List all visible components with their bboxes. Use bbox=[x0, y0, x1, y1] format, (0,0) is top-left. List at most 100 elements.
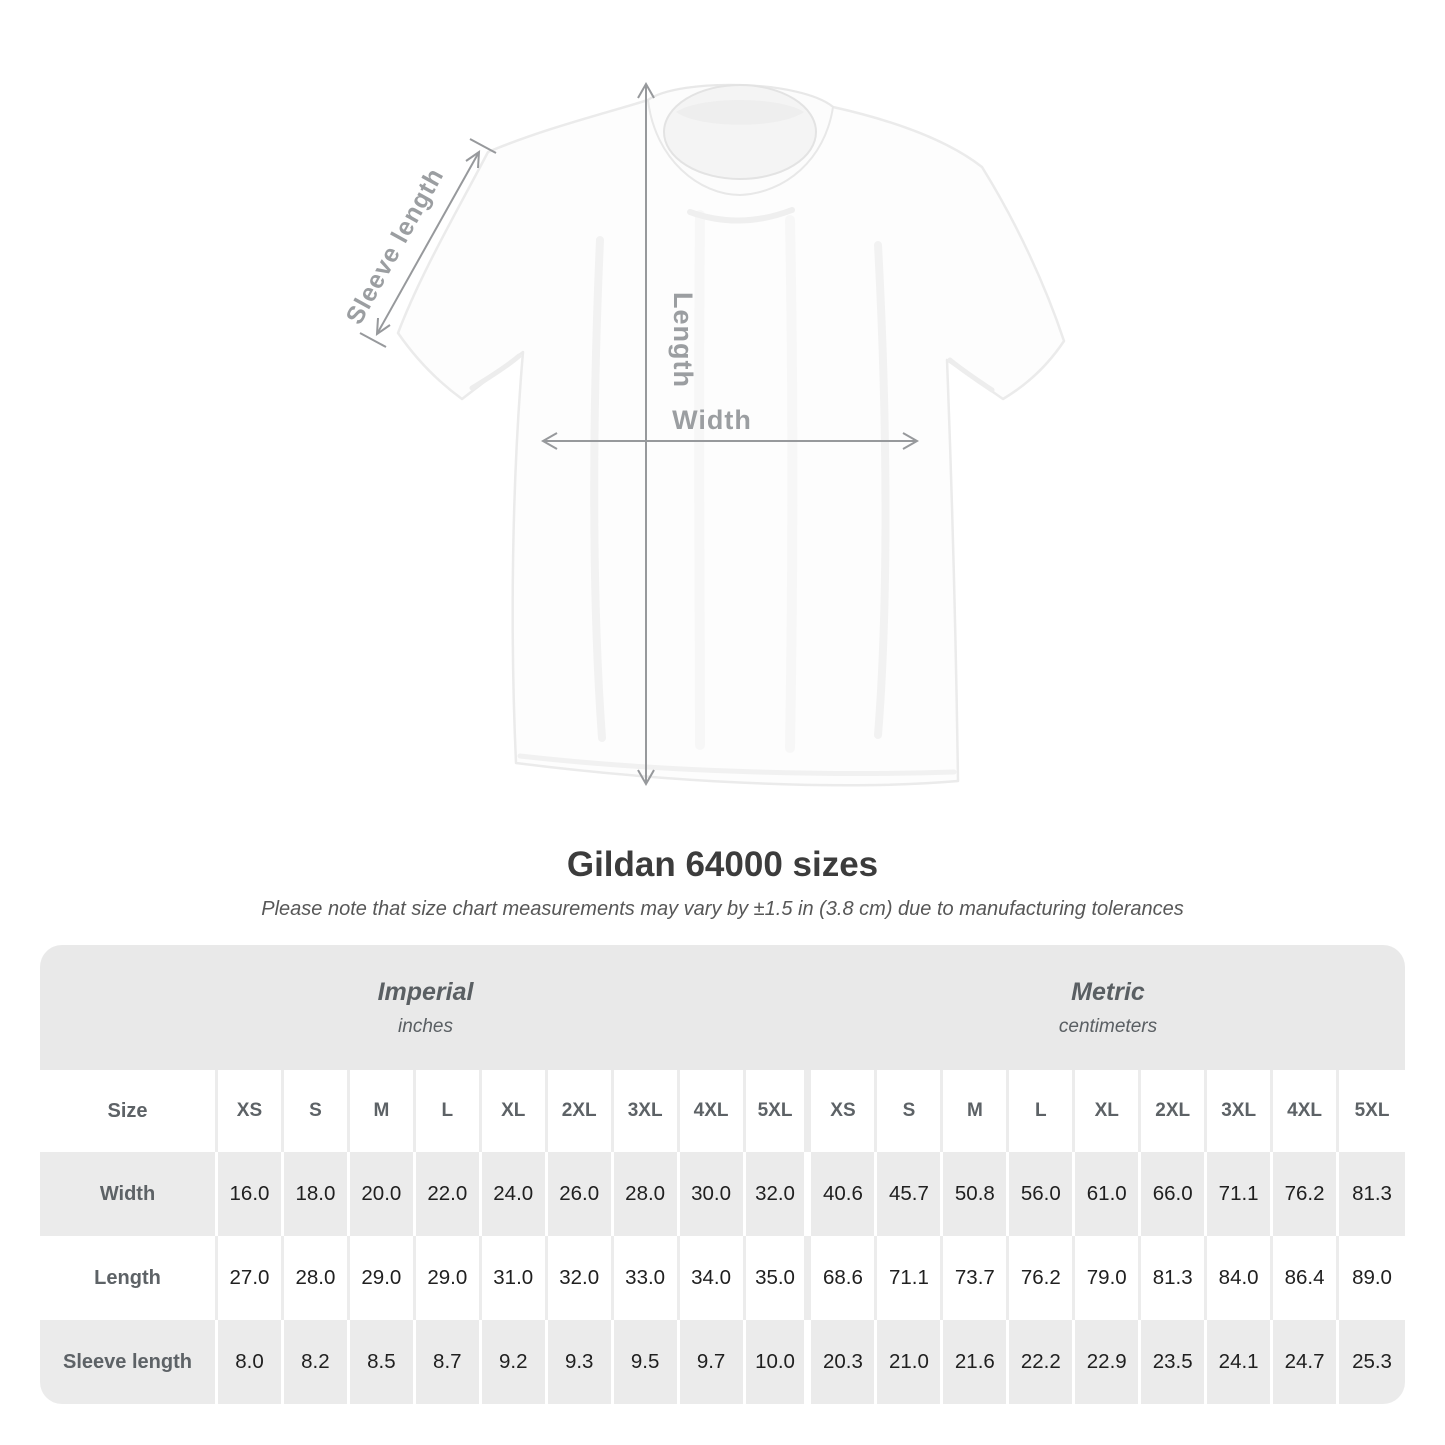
table-cell: 32.0 bbox=[547, 1236, 614, 1320]
table-cell: 32.0 bbox=[745, 1152, 812, 1236]
table-cell: 22.0 bbox=[415, 1152, 482, 1236]
table-cell: 35.0 bbox=[745, 1236, 812, 1320]
table-cell: 45.7 bbox=[877, 1152, 944, 1236]
table-cell: 89.0 bbox=[1339, 1236, 1405, 1320]
imperial-unit-label: inches bbox=[398, 1015, 453, 1037]
size-row-label: Size bbox=[40, 1070, 218, 1152]
table-cell: 23.5 bbox=[1141, 1320, 1208, 1404]
table-body: Size XS S M L XL 2XL 3XL 4XL 5XL XS S M L XL 2XL 3XL 4XL 5… bbox=[40, 1070, 1405, 1404]
table-cell: 29.0 bbox=[415, 1236, 482, 1320]
table-cell: 40.6 bbox=[811, 1152, 878, 1236]
size-col-header-imperial: 3XL bbox=[613, 1070, 680, 1152]
table-cell: 33.0 bbox=[613, 1236, 680, 1320]
size-chart-table: Imperial inches Metric centimeters Size X… bbox=[40, 945, 1405, 1404]
size-col-header-metric: S bbox=[877, 1070, 944, 1152]
table-cell: 20.0 bbox=[349, 1152, 416, 1236]
table-row: Sleeve length 8.0 8.2 8.5 8.7 9.2 9.3 9.5 9.7 10.… bbox=[40, 1320, 1405, 1404]
table-cell: 50.8 bbox=[943, 1152, 1010, 1236]
table-cell: 9.7 bbox=[679, 1320, 746, 1404]
table-cell: 86.4 bbox=[1273, 1236, 1340, 1320]
table-cell: 8.2 bbox=[283, 1320, 350, 1404]
table-row: Width 16.0 18.0 20.0 22.0 24.0 26.0 28.0 30.0 32.… bbox=[40, 1152, 1405, 1236]
table-cell: 21.0 bbox=[877, 1320, 944, 1404]
size-col-header-metric: 4XL bbox=[1273, 1070, 1340, 1152]
table-cell: 76.2 bbox=[1009, 1236, 1076, 1320]
table-cell: 31.0 bbox=[481, 1236, 548, 1320]
table-cell: 76.2 bbox=[1273, 1152, 1340, 1236]
table-cell: 81.3 bbox=[1339, 1152, 1405, 1236]
table-cell: 24.1 bbox=[1207, 1320, 1274, 1404]
size-col-header-imperial: XS bbox=[218, 1070, 284, 1152]
table-cell: 56.0 bbox=[1009, 1152, 1076, 1236]
table-cell: 24.0 bbox=[481, 1152, 548, 1236]
size-col-header-metric: L bbox=[1009, 1070, 1076, 1152]
table-cell: 34.0 bbox=[679, 1236, 746, 1320]
table-cell: 9.5 bbox=[613, 1320, 680, 1404]
table-cell: 71.1 bbox=[877, 1236, 944, 1320]
table-cell: 25.3 bbox=[1339, 1320, 1405, 1404]
tshirt-illustration bbox=[396, 83, 1066, 787]
size-col-header-imperial: 4XL bbox=[679, 1070, 746, 1152]
unit-group-metric: Metric centimeters bbox=[811, 945, 1405, 1070]
sleeve-dimension-line bbox=[359, 138, 497, 348]
table-cell: 84.0 bbox=[1207, 1236, 1274, 1320]
table-cell: 22.9 bbox=[1075, 1320, 1142, 1404]
table-cell: 28.0 bbox=[283, 1236, 350, 1320]
table-cell: 8.0 bbox=[218, 1320, 284, 1404]
row-label: Width bbox=[40, 1152, 218, 1236]
table-cell: 26.0 bbox=[547, 1152, 614, 1236]
metric-label: Metric bbox=[1071, 977, 1145, 1006]
size-col-header-imperial: S bbox=[283, 1070, 350, 1152]
unit-header-row: Imperial inches Metric centimeters bbox=[40, 945, 1405, 1070]
size-col-header-metric: 2XL bbox=[1141, 1070, 1208, 1152]
page-title: Gildan 64000 sizes bbox=[566, 845, 879, 884]
unit-group-imperial: Imperial inches bbox=[40, 945, 811, 1070]
length-label: Length bbox=[668, 292, 698, 388]
table-cell: 22.2 bbox=[1009, 1320, 1076, 1404]
table-cell: 18.0 bbox=[283, 1152, 350, 1236]
table-cell: 9.3 bbox=[547, 1320, 614, 1404]
table-cell: 68.6 bbox=[811, 1236, 878, 1320]
table-cell: 73.7 bbox=[943, 1236, 1010, 1320]
size-col-header-metric: XS bbox=[811, 1070, 878, 1152]
size-col-header-metric: 3XL bbox=[1207, 1070, 1274, 1152]
table-cell: 81.3 bbox=[1141, 1236, 1208, 1320]
table-cell: 29.0 bbox=[349, 1236, 416, 1320]
tshirt-collar bbox=[646, 83, 835, 197]
table-cell: 16.0 bbox=[218, 1152, 284, 1236]
table-cell: 10.0 bbox=[745, 1320, 812, 1404]
table-cell: 24.7 bbox=[1273, 1320, 1340, 1404]
table-cell: 30.0 bbox=[679, 1152, 746, 1236]
table-cell: 21.6 bbox=[943, 1320, 1010, 1404]
row-label: Length bbox=[40, 1236, 218, 1320]
imperial-label: Imperial bbox=[377, 977, 474, 1006]
size-col-header-metric: M bbox=[943, 1070, 1010, 1152]
table-cell: 8.7 bbox=[415, 1320, 482, 1404]
tolerance-note: Please note that size chart measurements… bbox=[261, 898, 1184, 920]
dimension-annotations bbox=[359, 81, 920, 787]
table-cell: 27.0 bbox=[218, 1236, 284, 1320]
length-dimension-line bbox=[637, 81, 655, 787]
table-cell: 28.0 bbox=[613, 1152, 680, 1236]
table-cell: 71.1 bbox=[1207, 1152, 1274, 1236]
table-cell: 20.3 bbox=[811, 1320, 878, 1404]
width-label: Width bbox=[672, 405, 752, 435]
size-col-header-imperial: M bbox=[349, 1070, 416, 1152]
table-row: Length 27.0 28.0 29.0 29.0 31.0 32.0 33.0 34.0 35… bbox=[40, 1236, 1405, 1320]
size-col-header-imperial: 5XL bbox=[745, 1070, 812, 1152]
table-cell: 8.5 bbox=[349, 1320, 416, 1404]
size-col-header-imperial: 2XL bbox=[547, 1070, 614, 1152]
size-col-header-metric: 5XL bbox=[1339, 1070, 1405, 1152]
table-cell: 61.0 bbox=[1075, 1152, 1142, 1236]
tshirt-measurement-diagram: Width Length Sleeve length bbox=[341, 81, 1066, 787]
size-col-header-metric: XL bbox=[1075, 1070, 1142, 1152]
metric-unit-label: centimeters bbox=[1058, 1015, 1158, 1037]
row-label: Sleeve length bbox=[40, 1320, 218, 1404]
table-cell: 9.2 bbox=[481, 1320, 548, 1404]
table-cell: 66.0 bbox=[1141, 1152, 1208, 1236]
size-col-header-imperial: XL bbox=[481, 1070, 548, 1152]
size-header-row: Size XS S M L XL 2XL 3XL 4XL 5XL XS S M L XL 2XL 3XL 4XL 5… bbox=[40, 1070, 1405, 1152]
width-dimension-line bbox=[540, 432, 920, 450]
table-cell: 79.0 bbox=[1075, 1236, 1142, 1320]
size-col-header-imperial: L bbox=[415, 1070, 482, 1152]
